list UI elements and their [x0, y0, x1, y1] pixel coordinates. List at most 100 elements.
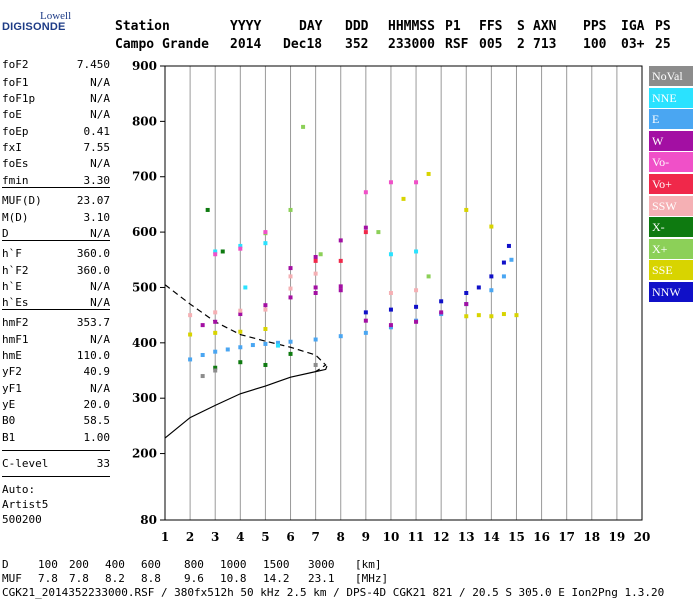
x-tick-label: 4: [236, 530, 244, 544]
header-value-2: Dec18: [283, 37, 323, 52]
echo-point-nnw: [363, 310, 368, 315]
echo-point-ssw: [388, 291, 393, 295]
echo-point-vo-: [414, 180, 419, 185]
echo-point-w: [464, 302, 469, 307]
echo-point-w: [213, 319, 218, 324]
param-label: foEp: [2, 125, 29, 138]
param-row-3: foE N/A: [2, 108, 110, 124]
footer-file-info: CGK21_2014352233000.RSF / 380fx512h 50 k…: [2, 586, 665, 599]
autoscale-line: Artist5: [2, 498, 49, 511]
echo-point-ssw: [263, 307, 268, 312]
echo-point-sse: [426, 171, 431, 176]
legend-item-x-: X+: [649, 238, 693, 259]
echo-point-w: [439, 310, 444, 315]
echo-point-noval: [213, 368, 218, 373]
x-tick-label: 18: [583, 530, 600, 544]
echo-point-nnw: [439, 299, 444, 304]
param-divider: [2, 240, 110, 241]
plot-frame: [164, 65, 643, 521]
footer-distance-value: 3000: [308, 558, 335, 571]
echo-point-sse: [501, 312, 506, 317]
y-tick-label: 200: [132, 447, 157, 461]
param-label: yE: [2, 398, 16, 411]
header-label-3: DDD: [345, 19, 369, 34]
echo-point-w: [238, 312, 243, 317]
footer-distance-value: 800: [184, 558, 204, 571]
param-row-10: D N/A: [2, 227, 110, 243]
echo-point-x-: [426, 274, 431, 279]
echo-point-ssw: [213, 310, 218, 315]
header-value-6: 005: [479, 37, 503, 52]
legend-item-nnw: NNW: [649, 281, 693, 302]
header-label-9: PPS: [583, 19, 607, 34]
param-label: foF1: [2, 76, 29, 89]
param-label: h`F2: [2, 264, 29, 277]
echo-point-x-: [213, 365, 218, 370]
echo-point-w: [313, 291, 318, 295]
param-row-18: yF2 40.9: [2, 365, 110, 381]
header-label-0: Station: [115, 19, 170, 34]
footer-muf-label: MUF: [2, 572, 22, 585]
echo-point-e: [275, 340, 280, 345]
x-tick-label: 12: [433, 530, 450, 544]
param-value: N/A: [90, 76, 110, 89]
param-value: 360.0: [76, 264, 110, 277]
echo-point-sse: [464, 207, 469, 212]
echo-point-e: [363, 330, 368, 335]
echo-point-vo-: [263, 230, 268, 235]
header-label-6: FFS: [479, 19, 503, 34]
param-label: foF1p: [2, 92, 36, 105]
footer-distance-value: 400: [105, 558, 125, 571]
footer-distance-value: 1000: [220, 558, 247, 571]
param-row-16: hmF1 N/A: [2, 333, 110, 349]
echo-point-nne: [238, 243, 243, 248]
x-tick-label: 14: [483, 530, 500, 544]
param-value: N/A: [90, 280, 110, 293]
echo-point-vo-: [388, 180, 393, 185]
echo-point-sse: [489, 314, 494, 319]
param-row-12: h`F2 360.0: [2, 264, 110, 280]
param-label: foE: [2, 108, 22, 121]
echo-point-vo-: [213, 252, 218, 257]
footer-distance-value: [km]: [355, 558, 382, 571]
param-value: 360.0: [76, 247, 110, 260]
param-row-17: hmE 110.0: [2, 349, 110, 365]
echo-point-nnw: [501, 260, 506, 265]
x-tick-label: 6: [286, 530, 294, 544]
echo-point-x-: [288, 207, 293, 212]
legend-item-nne: NNE: [649, 87, 693, 108]
footer-muf-value: 7.8: [38, 572, 58, 585]
echo-point-e: [501, 274, 506, 279]
true-height-profile: [164, 365, 328, 439]
param-row-9: M(D) 3.10: [2, 211, 110, 227]
param-value: 20.0: [83, 398, 111, 411]
param-row-11: h`F 360.0: [2, 247, 110, 263]
param-label: D: [2, 227, 9, 240]
param-row-0: foF2 7.450: [2, 58, 110, 74]
echo-point-e: [263, 341, 268, 346]
profile-bound-dashed: [164, 284, 327, 373]
echo-point-nnw: [388, 307, 393, 312]
footer-muf-value: [MHz]: [355, 572, 389, 585]
echo-point-e: [388, 325, 393, 330]
param-label: hmF1: [2, 333, 29, 346]
echo-point-nne: [388, 252, 393, 257]
header-label-5: P1: [445, 19, 461, 34]
param-row-2: foF1p N/A: [2, 92, 110, 108]
x-tick-label: 5: [261, 530, 269, 544]
echo-point-x-: [220, 249, 225, 254]
echo-point-w: [263, 303, 268, 308]
param-value: 3.10: [83, 211, 111, 224]
y-tick-label: 800: [132, 114, 157, 128]
legend: NoVal NNE E W Vo- Vo+ SSW X- X+ SSE NNW: [649, 66, 693, 304]
param-value: 7.450: [76, 58, 110, 71]
header-value-7: 2: [517, 37, 525, 52]
footer-muf-value: 9.6: [184, 572, 204, 585]
autoscale-line: 500200: [2, 513, 42, 526]
param-label: foF2: [2, 58, 29, 71]
param-row-22: B1 1.00: [2, 431, 110, 447]
param-value: 58.5: [83, 414, 111, 427]
legend-item-sse: SSE: [649, 260, 693, 281]
header-value-8: 713: [533, 37, 557, 52]
y-tick-label: 80: [140, 513, 157, 527]
